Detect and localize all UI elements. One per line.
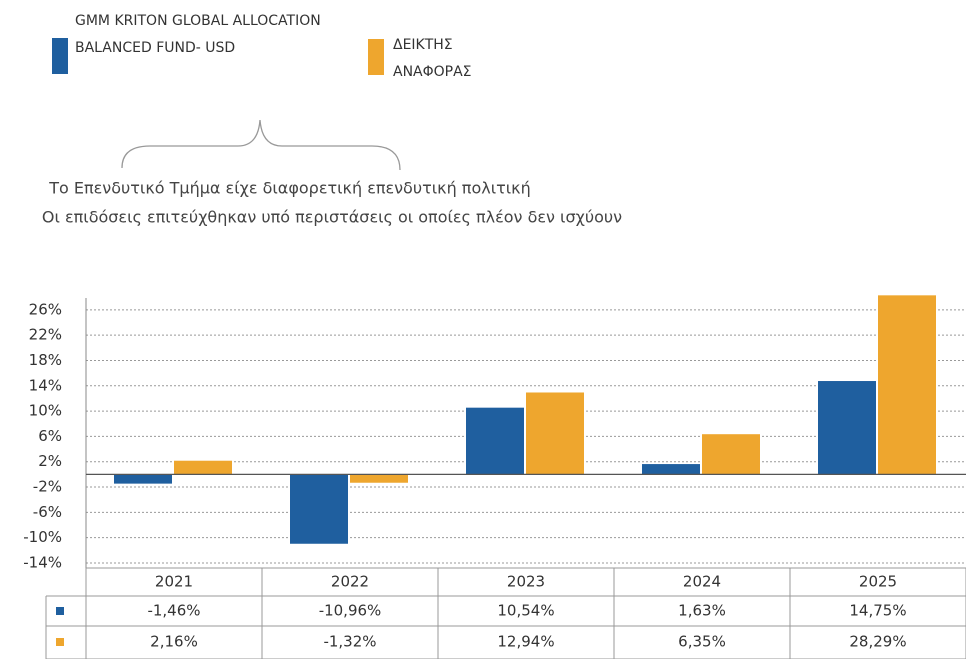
y-tick-label: 2% — [38, 452, 62, 470]
bar — [526, 392, 584, 475]
y-tick-label: -14% — [23, 554, 62, 572]
y-tick-label: 6% — [38, 427, 62, 445]
legend-swatch — [52, 38, 68, 74]
x-tick-label: 2023 — [507, 573, 545, 591]
table-value: 10,54% — [497, 602, 554, 620]
table-value: 12,94% — [497, 633, 554, 651]
table-legend-key — [56, 607, 64, 615]
x-tick-label: 2025 — [859, 573, 897, 591]
y-tick-label: -2% — [33, 478, 62, 496]
table-value: 28,29% — [849, 633, 906, 651]
bar — [174, 460, 232, 475]
y-tick-label: 14% — [29, 376, 62, 394]
table-value: -10,96% — [319, 602, 382, 620]
bar — [878, 295, 936, 475]
table-value: 1,63% — [678, 602, 726, 620]
y-tick-label: 26% — [29, 300, 62, 318]
legend-swatch — [368, 39, 384, 75]
y-tick-label: -6% — [33, 503, 62, 521]
y-tick-label: -10% — [23, 528, 62, 546]
legend-label: GMM KRITON GLOBAL ALLOCATION BALANCED FU… — [75, 13, 321, 56]
y-tick-label: 18% — [29, 351, 62, 369]
bar — [466, 407, 524, 475]
bar — [114, 474, 172, 484]
table-value: 14,75% — [849, 602, 906, 620]
bar — [818, 381, 876, 475]
table-value: -1,32% — [323, 633, 376, 651]
x-tick-label: 2022 — [331, 573, 369, 591]
bar — [702, 434, 760, 475]
table-value: 2,16% — [150, 633, 198, 651]
y-tick-label: 10% — [29, 402, 62, 420]
y-tick-label: 22% — [29, 326, 62, 344]
annotation: Οι επιδόσεις επιτεύχθηκαν υπό περιστάσει… — [42, 208, 622, 227]
table-value: 6,35% — [678, 633, 726, 651]
annotation: Το Επενδυτικό Τμήμα είχε διαφορετική επε… — [48, 179, 530, 198]
bar — [350, 474, 408, 483]
table-value: -1,46% — [147, 602, 200, 620]
x-tick-label: 2021 — [155, 573, 193, 591]
x-tick-label: 2024 — [683, 573, 721, 591]
legend-label: ΔΕΙΚΤΗΣ ΑΝΑΦΟΡΑΣ — [393, 37, 472, 80]
bar — [290, 474, 348, 544]
table-legend-key — [56, 638, 64, 646]
bar — [642, 464, 700, 475]
brace — [121, 119, 401, 171]
